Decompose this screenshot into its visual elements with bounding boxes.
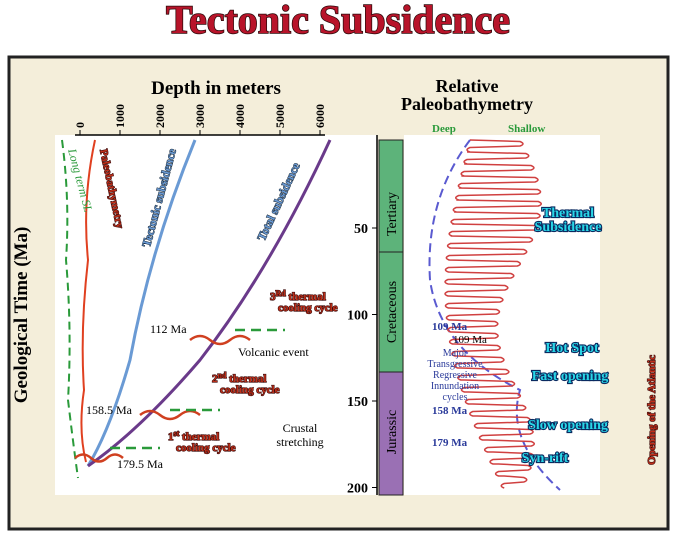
- atlantic: Opening of the Atlantic: [646, 355, 658, 465]
- depth-panel: [55, 135, 377, 495]
- deep: Deep: [432, 123, 456, 135]
- cycle-label: 1st thermal: [168, 429, 219, 443]
- cycle-label: cooling cycle: [220, 384, 280, 396]
- depth-tick: 5000: [273, 104, 287, 128]
- depth-tick: 1000: [113, 104, 127, 128]
- event: 179.5 Ma: [117, 457, 164, 471]
- tectonic-curve: [86, 139, 197, 467]
- note: Fast opening: [532, 369, 609, 384]
- period: Tertiary: [385, 192, 400, 236]
- cycle-note: Transgressive: [427, 359, 483, 370]
- time-label: Geological Time (Ma): [11, 227, 32, 404]
- cycle-n: 3: [270, 291, 276, 303]
- period: Jurassic: [385, 410, 400, 454]
- cycle-label: cooling cycle: [176, 442, 236, 454]
- cycle-rest: thermal: [226, 373, 266, 385]
- cycle-label: cooling cycle: [278, 302, 338, 314]
- jurassic: [378, 371, 404, 496]
- title: Tectonic Subsidence: [166, 0, 510, 42]
- cycle-label: 3Rd thermal: [270, 289, 326, 303]
- cycle-note: cycles: [443, 392, 468, 403]
- depth-tick: 4000: [233, 104, 247, 128]
- shallow: Shallow: [508, 123, 545, 135]
- depth-tick: 0: [73, 122, 87, 128]
- cycle-sup: Rd: [276, 289, 287, 298]
- depth-tick: 6000: [313, 104, 327, 128]
- cycle-note: Regressive: [433, 370, 477, 381]
- cycle-n: 1: [168, 431, 174, 443]
- cycle-note: Innundation: [431, 381, 479, 392]
- total-curve: [87, 139, 332, 468]
- cycle-rest: thermal: [286, 291, 326, 303]
- note: Thermal: [542, 206, 594, 221]
- event: 112 Ma: [150, 322, 187, 336]
- time-tick: 150: [347, 395, 368, 410]
- note: Hot Spot: [545, 341, 599, 356]
- cretaceous: [378, 251, 404, 373]
- date: 109 Ma: [453, 334, 487, 346]
- cycle-note: Major: [443, 348, 468, 359]
- date: 158 Ma: [432, 405, 468, 417]
- event: 158.5 Ma: [86, 403, 133, 417]
- date: 109 Ma: [432, 321, 468, 333]
- time-tick: 200: [347, 482, 368, 497]
- paleo-curve: [80, 139, 96, 463]
- bathy-title: Relative: [436, 76, 499, 96]
- event: Volcanic event: [238, 345, 309, 359]
- sea-level: [61, 139, 79, 479]
- cycle-sup: st: [174, 429, 180, 438]
- depth-tick: 2000: [153, 104, 167, 128]
- date: 179 Ma: [432, 437, 468, 449]
- note: Slow opening: [528, 418, 608, 433]
- note: Syn-rift: [522, 451, 569, 466]
- note: Subsidence: [535, 220, 602, 235]
- depth-label: Depth in meters: [151, 78, 281, 99]
- event: stretching: [276, 435, 323, 449]
- period: Cretaceous: [385, 281, 400, 343]
- event: Crustal: [283, 421, 318, 435]
- cycle-n: 2: [212, 373, 218, 385]
- cycle-rest: thermal: [179, 431, 219, 443]
- depth-tick: 3000: [193, 104, 207, 128]
- time-tick: 50: [354, 222, 368, 237]
- time-tick: 100: [347, 309, 368, 324]
- bathy-curve: [444, 139, 543, 489]
- cycle-sup: nd: [218, 371, 227, 380]
- bathy-title: Paleobathymetry: [401, 94, 533, 114]
- cycle-label: 2nd thermal: [212, 371, 266, 385]
